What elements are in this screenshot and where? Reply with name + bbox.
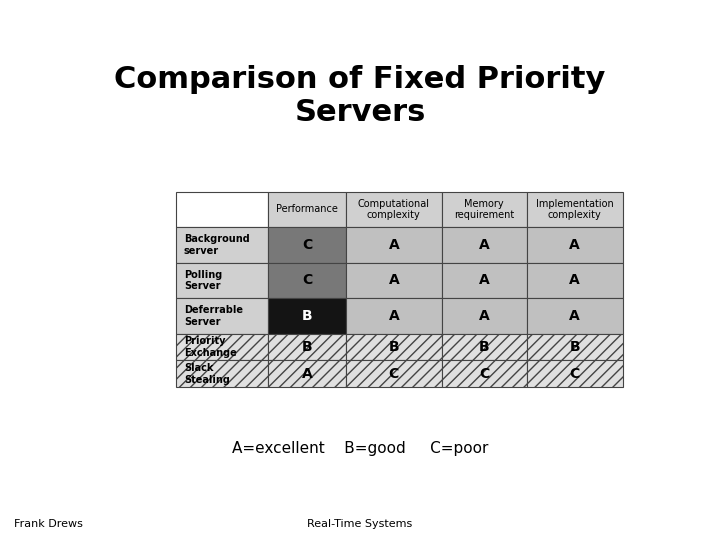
Text: Polling
Server: Polling Server bbox=[184, 269, 222, 291]
Bar bbox=[268, 192, 346, 227]
Text: C: C bbox=[302, 273, 312, 287]
Bar bbox=[176, 298, 268, 334]
Text: B: B bbox=[479, 340, 490, 354]
Bar bbox=[526, 227, 623, 262]
Text: Computational
complexity: Computational complexity bbox=[358, 199, 430, 220]
Text: Slack
Stealing: Slack Stealing bbox=[184, 363, 230, 384]
Bar bbox=[176, 192, 268, 227]
Bar bbox=[526, 192, 623, 227]
Bar bbox=[346, 334, 442, 360]
Bar bbox=[526, 360, 623, 387]
Bar bbox=[346, 298, 442, 334]
Text: A: A bbox=[479, 238, 490, 252]
Bar bbox=[442, 334, 526, 360]
Text: A: A bbox=[389, 273, 399, 287]
Text: Memory
requirement: Memory requirement bbox=[454, 199, 514, 220]
Bar bbox=[268, 334, 346, 360]
Bar bbox=[442, 360, 526, 387]
Bar bbox=[346, 360, 442, 387]
Text: B: B bbox=[302, 340, 312, 354]
Text: A: A bbox=[570, 238, 580, 252]
Text: A: A bbox=[570, 309, 580, 323]
Text: Deferrable
Server: Deferrable Server bbox=[184, 305, 243, 327]
Bar bbox=[268, 360, 346, 387]
Bar bbox=[346, 192, 442, 227]
Text: A=excellent    B=good     C=poor: A=excellent B=good C=poor bbox=[232, 441, 488, 456]
Text: Priority
Exchange: Priority Exchange bbox=[184, 336, 237, 358]
Bar bbox=[526, 334, 623, 360]
Text: A: A bbox=[389, 238, 399, 252]
Bar bbox=[526, 262, 623, 298]
Text: B: B bbox=[570, 340, 580, 354]
Text: Performance: Performance bbox=[276, 204, 338, 214]
Text: C: C bbox=[302, 238, 312, 252]
Bar bbox=[176, 262, 268, 298]
Text: Frank Drews: Frank Drews bbox=[14, 519, 84, 529]
Text: A: A bbox=[302, 367, 312, 381]
Bar bbox=[268, 262, 346, 298]
Text: A: A bbox=[479, 273, 490, 287]
Bar bbox=[442, 227, 526, 262]
Text: A: A bbox=[479, 309, 490, 323]
Text: Real-Time Systems: Real-Time Systems bbox=[307, 519, 413, 529]
Text: C: C bbox=[389, 367, 399, 381]
Bar bbox=[268, 298, 346, 334]
Text: C: C bbox=[479, 367, 490, 381]
Text: Implementation
complexity: Implementation complexity bbox=[536, 199, 613, 220]
Bar bbox=[176, 360, 268, 387]
Bar bbox=[442, 298, 526, 334]
Text: Background
server: Background server bbox=[184, 234, 250, 256]
Bar bbox=[176, 334, 268, 360]
Bar bbox=[442, 192, 526, 227]
Bar bbox=[268, 227, 346, 262]
Bar bbox=[346, 227, 442, 262]
Text: A: A bbox=[570, 273, 580, 287]
Bar bbox=[346, 262, 442, 298]
Bar bbox=[176, 227, 268, 262]
Text: B: B bbox=[389, 340, 399, 354]
Bar bbox=[526, 298, 623, 334]
Bar bbox=[442, 262, 526, 298]
Text: Comparison of Fixed Priority
Servers: Comparison of Fixed Priority Servers bbox=[114, 65, 606, 127]
Text: C: C bbox=[570, 367, 580, 381]
Text: A: A bbox=[389, 309, 399, 323]
Text: B: B bbox=[302, 309, 312, 323]
